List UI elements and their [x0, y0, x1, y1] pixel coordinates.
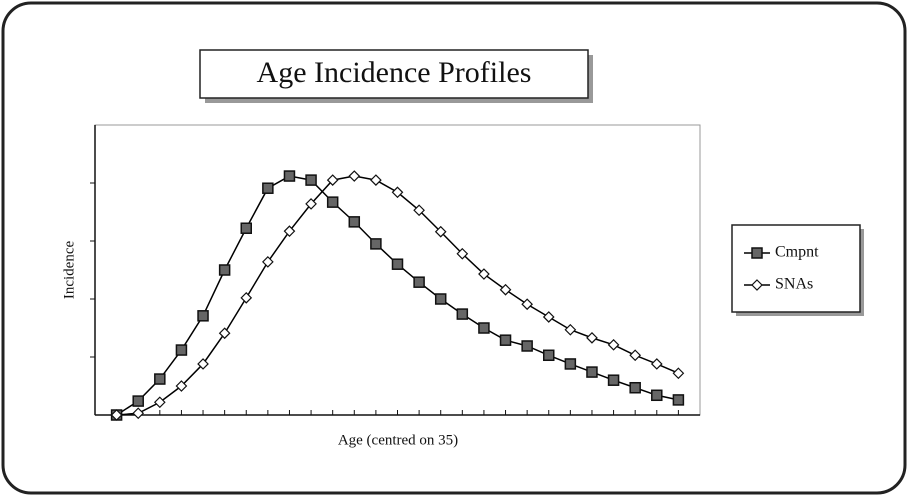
point	[478, 268, 490, 280]
point	[543, 349, 555, 362]
point	[456, 308, 469, 320]
point	[391, 186, 404, 199]
y-axis-label: Incidence	[61, 241, 77, 300]
point	[240, 222, 252, 234]
point	[650, 358, 663, 370]
point	[413, 204, 425, 217]
point	[672, 394, 685, 406]
point	[434, 293, 447, 305]
point	[154, 373, 166, 385]
legend-marker	[751, 247, 763, 259]
point	[478, 322, 490, 334]
point	[521, 340, 533, 352]
point	[326, 174, 339, 186]
point	[283, 225, 296, 237]
chart-title: Age Incidence Profiles	[257, 56, 532, 89]
point	[218, 327, 231, 340]
point	[305, 198, 317, 210]
point	[262, 182, 274, 194]
title-box	[199, 49, 589, 99]
point	[391, 258, 404, 270]
point	[348, 216, 361, 228]
point	[175, 380, 188, 392]
point	[283, 170, 296, 182]
point	[629, 349, 642, 362]
point	[370, 174, 382, 186]
point	[240, 291, 253, 304]
legend-marker	[751, 279, 763, 291]
point	[607, 338, 620, 351]
point	[110, 409, 123, 421]
legend-label: SNAs	[775, 276, 813, 293]
point	[218, 264, 231, 276]
point	[564, 323, 577, 336]
point	[262, 256, 274, 268]
point	[607, 374, 620, 386]
point	[499, 283, 512, 296]
point	[672, 367, 685, 380]
point	[153, 396, 166, 409]
point	[197, 310, 209, 322]
point	[586, 366, 598, 378]
point	[348, 170, 361, 182]
x-axis-label: Age (centred on 35)	[338, 432, 458, 448]
point	[629, 381, 641, 394]
legend-box	[731, 224, 861, 313]
point	[305, 174, 317, 186]
point	[132, 395, 144, 407]
point	[564, 358, 577, 370]
point	[197, 358, 209, 370]
point	[499, 334, 512, 346]
point	[521, 298, 533, 311]
point	[542, 311, 555, 323]
point	[413, 276, 425, 288]
point	[132, 407, 145, 420]
point	[175, 344, 188, 356]
point	[326, 196, 339, 208]
point	[456, 247, 469, 260]
point	[651, 389, 663, 402]
point	[434, 225, 447, 238]
legend-label: Cmpnt	[775, 244, 819, 261]
point	[586, 332, 598, 344]
point	[370, 238, 382, 250]
